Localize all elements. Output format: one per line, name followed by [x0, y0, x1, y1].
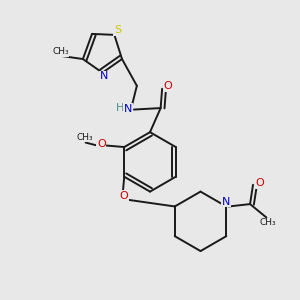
Text: O: O	[164, 81, 172, 92]
Text: N: N	[124, 104, 132, 114]
Text: CH₃: CH₃	[52, 47, 69, 56]
Text: O: O	[97, 139, 106, 149]
Text: H: H	[116, 103, 125, 113]
Text: S: S	[114, 26, 121, 35]
Text: N: N	[222, 197, 230, 207]
Text: CH₃: CH₃	[76, 133, 93, 142]
Text: O: O	[119, 191, 128, 201]
Text: O: O	[255, 178, 264, 188]
Text: CH₃: CH₃	[260, 218, 276, 227]
Text: N: N	[100, 71, 108, 81]
